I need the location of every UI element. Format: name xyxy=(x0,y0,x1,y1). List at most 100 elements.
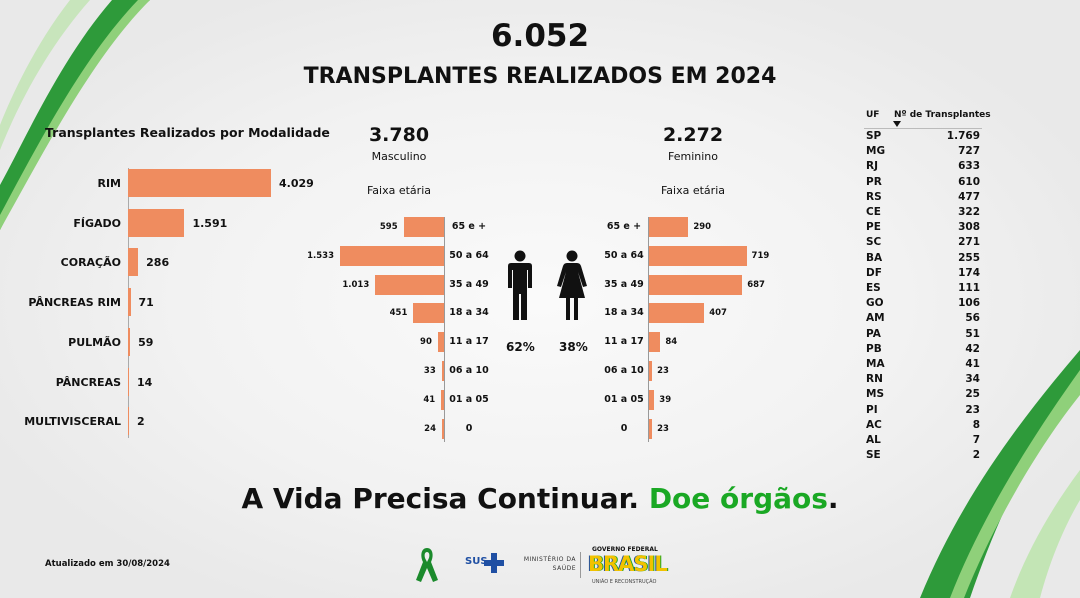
ministerio-logo: MINISTÉRIO DA SAÚDE xyxy=(523,556,576,572)
female-percentage: 38% xyxy=(559,340,588,354)
modality-value: 4.029 xyxy=(279,177,314,190)
modality-label: PÂNCREAS RIM xyxy=(28,296,121,310)
uf-code: PA xyxy=(866,327,881,340)
male-age-label: 11 a 17 xyxy=(449,336,489,348)
male-age-value: 1.013 xyxy=(342,279,370,290)
gov-federal-label: GOVERNO FEDERAL xyxy=(592,546,658,553)
male-total: 3.780 xyxy=(368,124,430,146)
female-age-bar xyxy=(649,361,653,381)
uf-transplant-count: 2 xyxy=(972,449,980,462)
modality-value: 286 xyxy=(146,256,170,270)
female-age-bar xyxy=(649,389,655,410)
uf-code: GO xyxy=(866,297,884,310)
male-age-bar xyxy=(340,245,444,266)
uf-transplant-count: 271 xyxy=(958,236,980,249)
uf-transplant-count: 51 xyxy=(965,327,980,340)
male-age-bar xyxy=(441,361,444,381)
modality-label: CORAÇÃO xyxy=(60,256,121,270)
male-age-value: 41 xyxy=(423,394,436,405)
uf-transplant-count: 174 xyxy=(958,266,980,279)
female-age-label: 11 a 17 xyxy=(604,336,644,348)
uf-transplant-count: 41 xyxy=(965,358,980,370)
uf-code: PR xyxy=(866,175,882,188)
female-age-value: 407 xyxy=(709,308,727,319)
male-age-title: Faixa etária xyxy=(366,184,431,197)
male-age-value: 1.533 xyxy=(307,250,334,261)
uf-code: PE xyxy=(866,221,881,234)
modality-row: FÍGADO 1.591 xyxy=(0,208,340,238)
male-percentage: 62% xyxy=(506,340,535,354)
modality-bar xyxy=(128,327,131,356)
modality-chart: RIM 4.029 FÍGADO 1.591 CORAÇÃO 286 PÂNCREAS RI… xyxy=(0,168,340,438)
male-age-bar xyxy=(413,303,444,324)
female-age-value: 719 xyxy=(751,250,770,261)
page-title: TRANSPLANTES REALIZADOS EM 2024 xyxy=(303,64,777,89)
male-age-value: 24 xyxy=(424,423,436,434)
uf-table-header-divider xyxy=(864,128,982,129)
female-label: Feminino xyxy=(668,150,718,163)
uf-code: MS xyxy=(866,388,885,401)
modality-row: RIM 4.029 xyxy=(0,168,340,198)
uf-code: SC xyxy=(866,236,882,249)
modality-row: MULTIVISCERAL 2 xyxy=(0,406,340,436)
female-icon xyxy=(557,250,587,320)
uf-transplant-count: 8 xyxy=(972,418,980,431)
uf-transplant-count: 25 xyxy=(965,388,980,401)
slogan-period: . xyxy=(827,482,839,515)
male-age-value: 33 xyxy=(423,366,436,376)
uf-code: SE xyxy=(866,449,881,462)
female-age-bar xyxy=(649,303,705,324)
logo-divider xyxy=(580,552,581,578)
modality-bar xyxy=(128,288,131,317)
uf-transplant-count: 477 xyxy=(958,190,980,203)
male-age-bar xyxy=(442,418,444,439)
uf-transplant-count: 106 xyxy=(958,297,980,310)
male-age-bar xyxy=(441,389,444,410)
uf-column-header[interactable]: UF xyxy=(866,110,880,120)
modality-label: PULMÃO xyxy=(68,335,121,349)
male-age-label: 65 e + xyxy=(451,221,487,232)
sort-descending-icon[interactable] xyxy=(893,121,901,127)
uf-code: CE xyxy=(866,206,881,218)
modality-row: PÂNCREAS 14 xyxy=(0,367,340,397)
modality-value: 59 xyxy=(138,335,154,349)
female-age-value: 23 xyxy=(657,423,669,434)
male-age-label: 18 a 34 xyxy=(449,307,489,319)
uf-transplant-count: 7 xyxy=(972,434,980,446)
male-age-bar xyxy=(403,217,444,237)
uf-transplant-count: 633 xyxy=(958,160,980,173)
modality-value: 1.591 xyxy=(192,216,228,230)
modality-value: 2 xyxy=(137,415,145,429)
female-age-value: 84 xyxy=(665,337,678,348)
female-age-value: 687 xyxy=(747,279,765,290)
uf-transplant-count: 1.769 xyxy=(946,130,980,142)
uf-code: DF xyxy=(866,266,882,279)
female-age-label: 18 a 34 xyxy=(604,307,644,319)
male-age-bar xyxy=(437,332,444,353)
transplants-column-header[interactable]: Nº de Transplantes xyxy=(894,110,991,120)
male-age-label: 50 a 64 xyxy=(449,249,489,261)
modality-row: CORAÇÃO 286 xyxy=(0,247,340,277)
modality-bar xyxy=(128,367,129,396)
female-total: 2.272 xyxy=(662,124,724,146)
male-label: Masculino xyxy=(371,150,427,163)
female-axis xyxy=(648,217,649,442)
male-age-value: 451 xyxy=(389,308,408,319)
uf-transplant-count: 255 xyxy=(958,251,980,264)
modality-value: 14 xyxy=(137,375,153,389)
modality-label: FÍGADO xyxy=(73,216,121,230)
male-age-label: 01 a 05 xyxy=(449,393,489,405)
male-age-value: 90 xyxy=(420,337,432,348)
gov-slogan-label: UNIÃO E RECONSTRUÇÃO xyxy=(592,579,657,585)
modality-bar xyxy=(128,208,185,237)
male-age-label: 35 a 49 xyxy=(449,278,489,290)
uf-code: MA xyxy=(866,358,885,370)
uf-transplant-count: 308 xyxy=(958,221,980,234)
uf-transplant-count: 727 xyxy=(958,145,980,158)
female-age-bar xyxy=(649,332,661,353)
male-age-value: 595 xyxy=(379,222,398,232)
uf-transplant-count: 34 xyxy=(965,373,980,386)
sus-logo: SUS xyxy=(465,556,488,567)
uf-code: AC xyxy=(866,418,882,431)
